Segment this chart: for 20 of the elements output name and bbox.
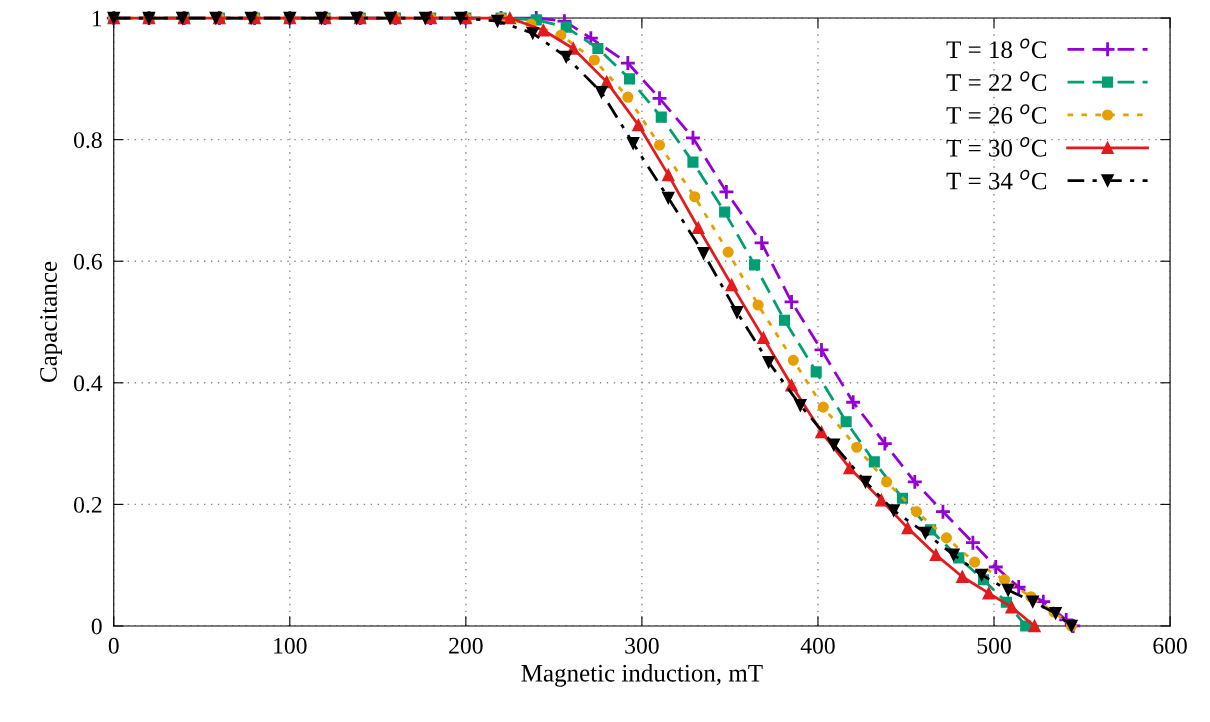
x-tick-label: 300 [625,637,659,654]
legend-label: T = 26 $^{o}$C [946,104,1047,124]
y-tick-label: 0.6 [74,253,102,270]
x-tick-label: 400 [800,637,835,654]
y-tick-label: 0 [91,618,102,635]
x-tick-label: 500 [977,637,1011,654]
legend-label: T = 34 $^{o}$C [946,169,1047,190]
x-tick-label: 0 [108,637,119,654]
y-tick-label: 0.8 [74,132,102,149]
x-tick-label: 600 [1153,637,1187,654]
legend-label: T = 22 $^{o}$C [946,71,1047,91]
y-tick-label: 0.4 [74,375,103,392]
x-tick-label: 200 [449,637,483,654]
x-tick-label: 100 [274,637,307,654]
y-tick-label: 1 [92,10,102,27]
y-tick-label: 0.2 [74,496,102,513]
y-axis-title: Capacitance [40,261,62,383]
legend-label: T = 18 $^{o}$C [946,38,1047,59]
legend-label: T = 30 $^{o}$C [946,137,1047,157]
x-axis-title: Magnetic induction, mT [521,664,763,687]
